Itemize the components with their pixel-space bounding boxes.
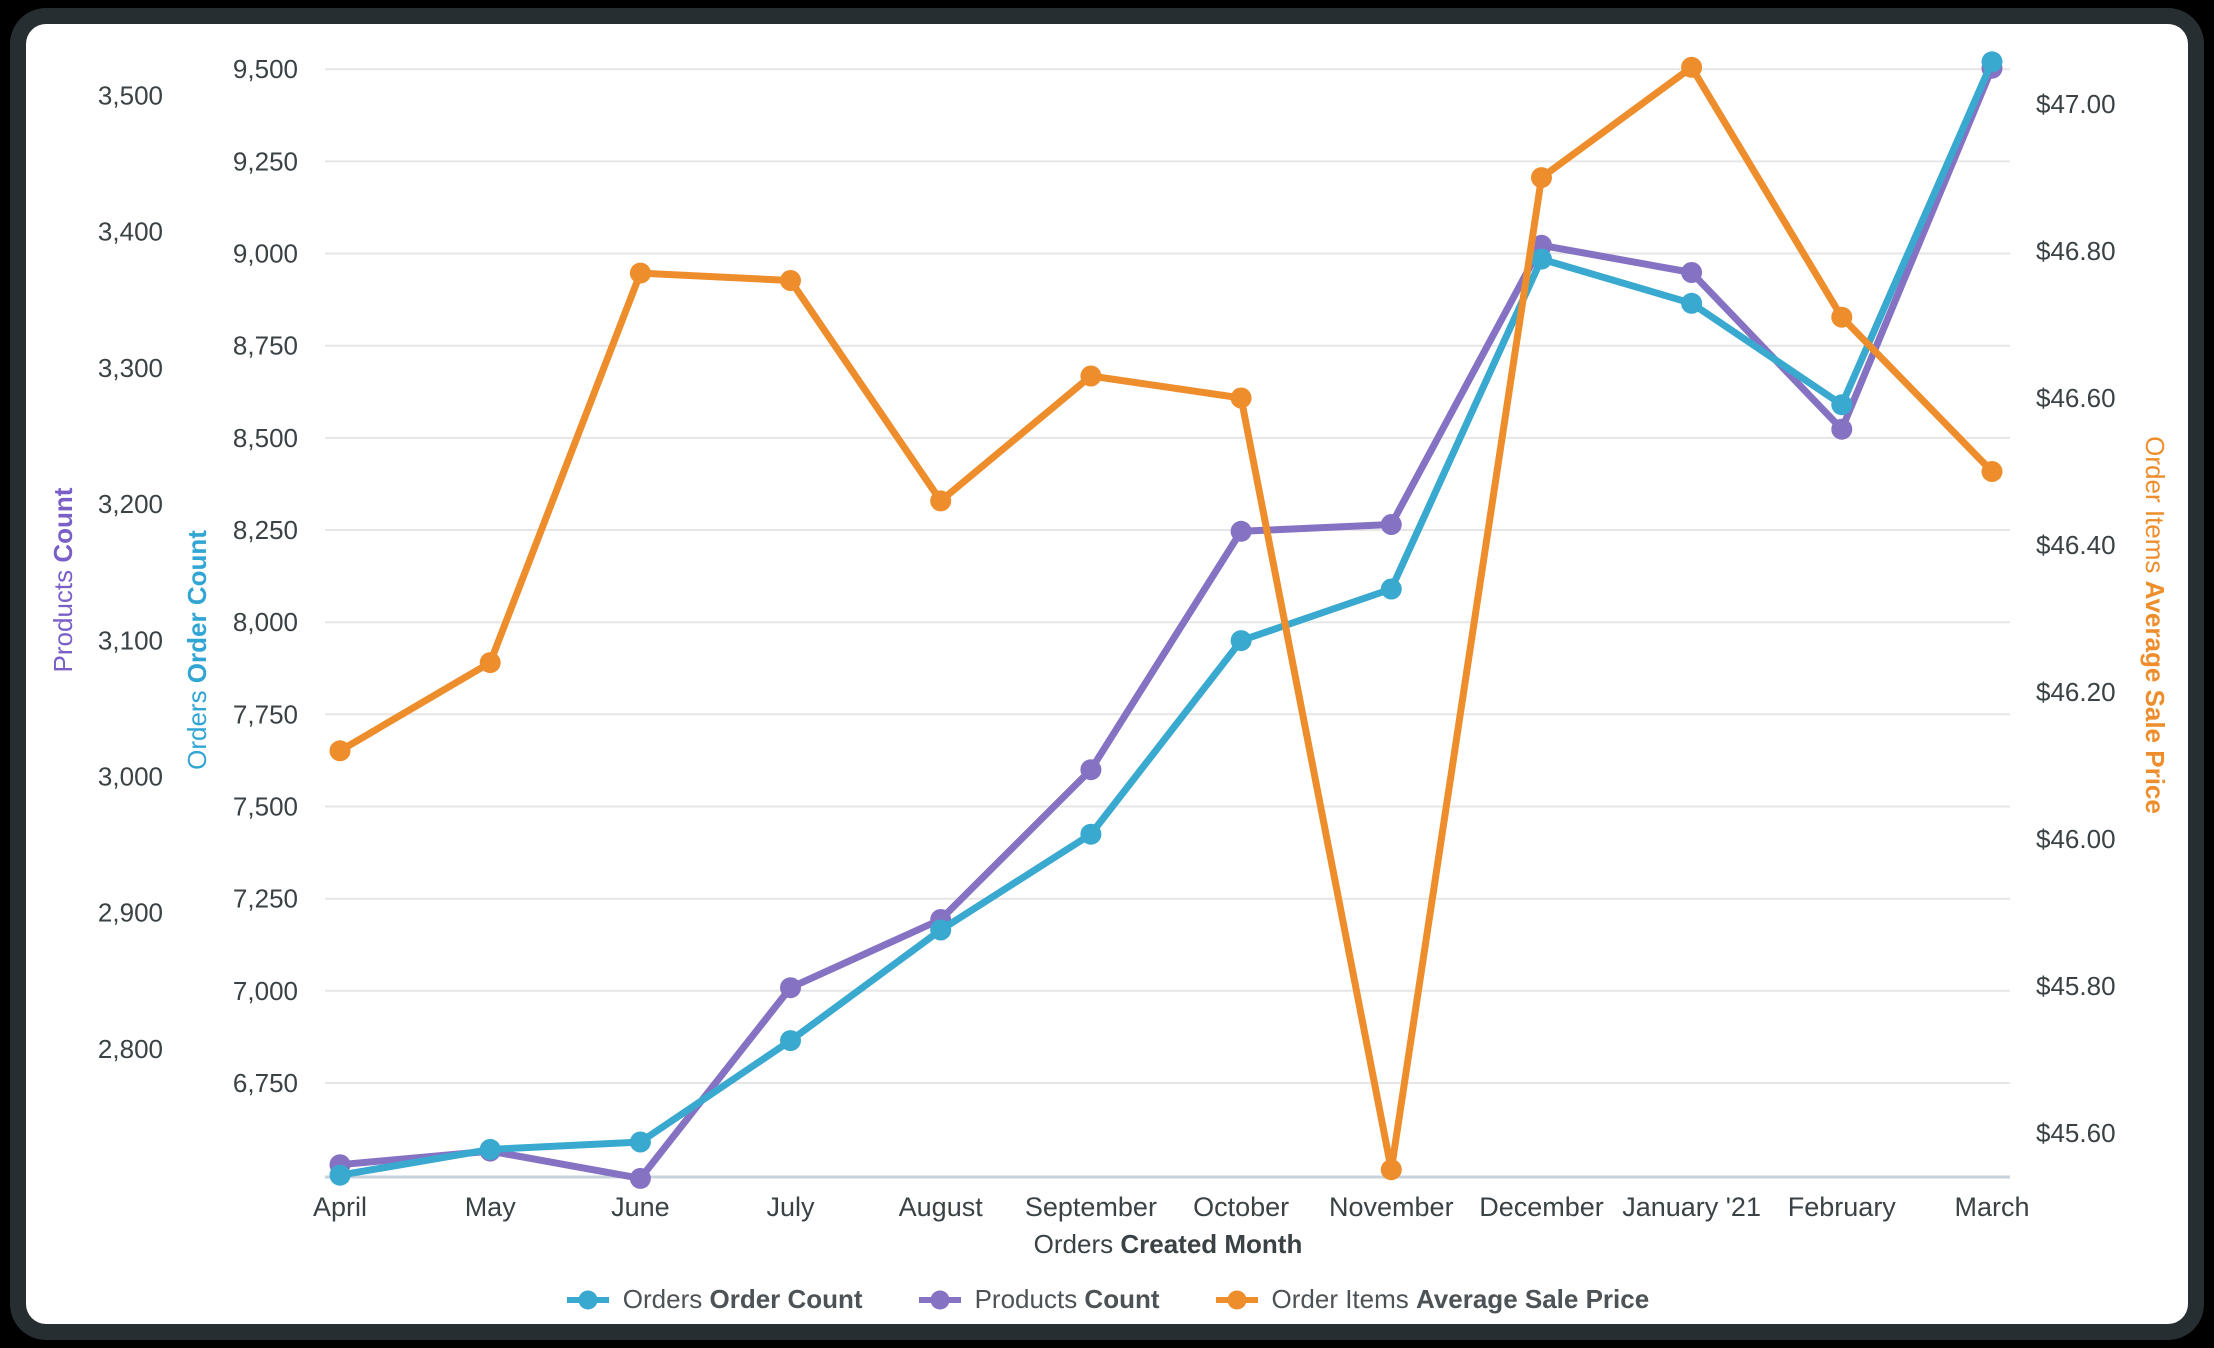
price-axis-tick: $45.80 xyxy=(2036,971,2116,1001)
products-axis-tick: 3,300 xyxy=(98,353,163,383)
data-point-order-items-average-sale-price-august[interactable] xyxy=(930,490,952,512)
data-point-orders-order-count-july[interactable] xyxy=(780,1030,801,1052)
products-axis-tick: 3,200 xyxy=(98,489,163,519)
x-axis-tick: January '21 xyxy=(1622,1192,1761,1222)
products-axis-tick: 2,800 xyxy=(98,1034,163,1064)
x-axis-title: Orders Created Month xyxy=(1034,1229,1303,1259)
orders-axis-tick: 8,250 xyxy=(233,515,298,545)
price-axis-tick: $46.60 xyxy=(2036,383,2116,413)
data-point-order-items-average-sale-price-december[interactable] xyxy=(1531,167,1552,189)
legend-marker-icon xyxy=(1215,1290,1258,1309)
data-point-order-items-average-sale-price-april[interactable] xyxy=(329,740,351,762)
chart-legend: Orders Order Count Products Count Order It… xyxy=(0,1284,2214,1315)
chart-card xyxy=(26,24,2188,1324)
data-point-products-count-february[interactable] xyxy=(1831,418,1853,440)
orders-axis-tick: 9,500 xyxy=(233,54,298,84)
legend-item-products-count[interactable]: Products Count xyxy=(917,1284,1160,1315)
data-point-products-count-september[interactable] xyxy=(1080,759,1102,781)
orders-axis-tick: 8,750 xyxy=(233,331,298,361)
x-axis-tick: June xyxy=(611,1192,670,1222)
data-point-order-items-average-sale-price-march[interactable] xyxy=(1981,461,2003,482)
orders-axis-tick: 9,250 xyxy=(233,146,298,176)
legend-item-order-items-average-sale-price[interactable]: Order Items Average Sale Price xyxy=(1214,1284,1650,1315)
x-axis-tick: August xyxy=(899,1192,984,1222)
data-point-orders-order-count-june[interactable] xyxy=(629,1131,651,1153)
data-point-order-items-average-sale-price-october[interactable] xyxy=(1230,387,1252,409)
products-axis-tick: 2,900 xyxy=(98,898,163,928)
data-point-products-count-june[interactable] xyxy=(629,1167,651,1189)
price-axis-tick: $47.00 xyxy=(2036,89,2116,119)
orders-axis-tick: 7,500 xyxy=(233,792,298,822)
products-axis-tick: 3,500 xyxy=(98,80,163,110)
orders-axis-tick: 8,000 xyxy=(233,607,298,637)
price-axis-tick: $45.60 xyxy=(2036,1118,2116,1148)
data-point-order-items-average-sale-price-may[interactable] xyxy=(479,652,501,674)
legend-label: Orders Order Count xyxy=(622,1284,863,1314)
legend-marker-icon xyxy=(566,1290,609,1309)
x-axis-tick: May xyxy=(465,1192,517,1222)
data-point-orders-order-count-april[interactable] xyxy=(329,1164,351,1186)
price-axis-tick: $46.00 xyxy=(2036,824,2116,854)
data-point-order-items-average-sale-price-february[interactable] xyxy=(1831,306,1853,328)
data-point-orders-order-count-march[interactable] xyxy=(1981,51,2003,73)
orders-axis-tick: 7,000 xyxy=(233,976,298,1006)
data-point-order-items-average-sale-price-july[interactable] xyxy=(780,270,801,291)
legend-marker-icon xyxy=(918,1290,961,1309)
price-axis-title: Order Items Average Sale Price xyxy=(2140,436,2170,814)
products-axis-title: Products Count xyxy=(48,487,78,672)
data-point-order-items-average-sale-price-june[interactable] xyxy=(629,262,651,284)
data-point-orders-order-count-december[interactable] xyxy=(1531,248,1552,270)
data-point-orders-order-count-february[interactable] xyxy=(1831,394,1853,416)
price-axis-tick: $46.80 xyxy=(2036,236,2116,266)
price-axis-tick: $46.20 xyxy=(2036,677,2116,707)
data-point-orders-order-count-november[interactable] xyxy=(1380,578,1402,600)
series-line-products-count xyxy=(336,64,1996,1182)
data-point-orders-order-count-august[interactable] xyxy=(930,919,952,941)
x-axis-tick: July xyxy=(766,1192,815,1222)
x-axis-tick: November xyxy=(1329,1192,1454,1222)
data-point-products-count-october[interactable] xyxy=(1230,520,1252,542)
orders-axis-tick: 9,000 xyxy=(233,239,298,269)
products-axis-tick: 3,000 xyxy=(98,762,163,792)
orders-axis-title: Orders Order Count xyxy=(182,530,212,770)
orders-axis-tick: 6,750 xyxy=(233,1068,298,1098)
orders-axis-tick: 8,500 xyxy=(233,423,298,453)
data-point-orders-order-count-january-21[interactable] xyxy=(1681,292,1703,314)
x-axis-tick: October xyxy=(1193,1192,1289,1222)
data-point-products-count-november[interactable] xyxy=(1380,514,1402,535)
x-axis-tick: September xyxy=(1025,1192,1157,1222)
data-point-orders-order-count-september[interactable] xyxy=(1080,823,1102,845)
data-point-order-items-average-sale-price-november[interactable] xyxy=(1380,1159,1402,1181)
series-line-orders-order-count xyxy=(336,58,1996,1179)
products-axis-tick: 3,100 xyxy=(98,625,163,655)
data-point-order-items-average-sale-price-january-21[interactable] xyxy=(1681,56,1703,78)
products-axis-tick: 3,400 xyxy=(98,217,163,247)
orders-axis-tick: 7,750 xyxy=(233,699,298,729)
data-point-order-items-average-sale-price-september[interactable] xyxy=(1080,365,1102,387)
x-axis-tick: February xyxy=(1788,1192,1897,1222)
price-axis-tick: $46.40 xyxy=(2036,530,2116,560)
x-axis-tick: December xyxy=(1479,1192,1604,1222)
x-axis-tick: March xyxy=(1954,1192,2029,1222)
x-axis-tick: April xyxy=(313,1192,367,1222)
data-point-products-count-july[interactable] xyxy=(780,977,801,999)
data-point-orders-order-count-may[interactable] xyxy=(479,1138,501,1160)
orders-axis-tick: 7,250 xyxy=(233,884,298,914)
data-point-orders-order-count-october[interactable] xyxy=(1230,630,1252,652)
data-point-products-count-january-21[interactable] xyxy=(1681,262,1703,283)
legend-label: Products Count xyxy=(974,1284,1160,1314)
series-line-order-items-average-sale-price xyxy=(336,63,1996,1174)
legend-item-orders-order-count[interactable]: Orders Order Count xyxy=(565,1284,863,1315)
legend-label: Order Items Average Sale Price xyxy=(1271,1284,1650,1314)
